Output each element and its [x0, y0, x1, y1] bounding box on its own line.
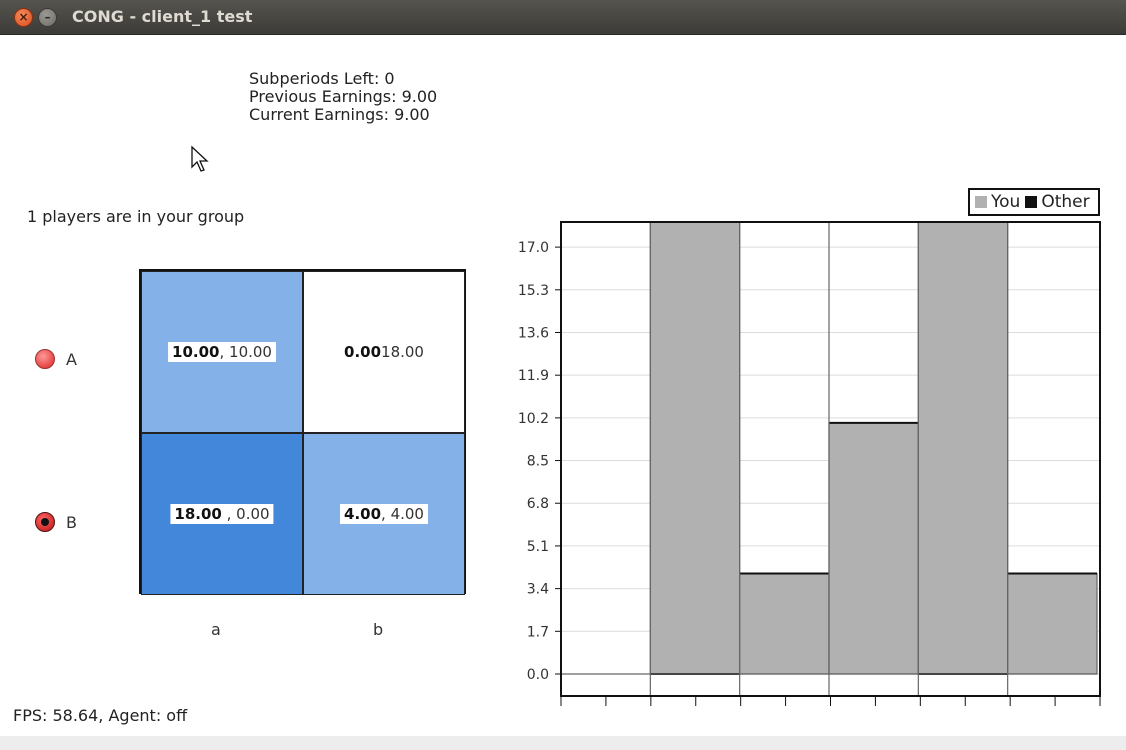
payoff-other-ab: 18.00 [381, 343, 424, 361]
payoff-cell-ab[interactable]: 0.0018.00 [303, 271, 465, 433]
window-title: CONG - client_1 test [72, 7, 253, 26]
subperiods-left-text: Subperiods Left: 0 [249, 69, 395, 88]
payoff-cell-aa[interactable]: 10.00, 10.00 [141, 271, 303, 433]
payoff-other-aa: 10.00 [229, 343, 272, 361]
mouse-pointer-icon [191, 145, 209, 172]
payoff-mine-aa: 10.00 [172, 343, 220, 361]
legend-other-label: Other [1041, 192, 1090, 212]
current-earnings-text: Current Earnings: 9.00 [249, 105, 430, 124]
payoff-text-bb: 4.00, 4.00 [340, 504, 428, 524]
title-bar: × – CONG - client_1 test [0, 0, 1126, 35]
minimize-window-button[interactable]: – [38, 8, 57, 27]
bottom-strip [0, 736, 1126, 750]
group-count-text: 1 players are in your group [27, 207, 245, 226]
row-b-label: B [66, 513, 77, 532]
payoff-cell-ba[interactable]: 18.00 , 0.00 [141, 433, 303, 595]
close-window-button[interactable]: × [14, 8, 33, 27]
fps-status: FPS: 58.64, Agent: off [13, 706, 188, 725]
payoff-other-ba: 0.00 [236, 505, 270, 523]
payoff-text-aa: 10.00, 10.00 [168, 342, 276, 362]
payoff-text-ba: 18.00 , 0.00 [170, 504, 274, 524]
column-b-label: b [373, 620, 384, 639]
payoff-matrix: 10.00, 10.00 0.0018.00 18.00 , 0.00 4.00… [139, 269, 466, 595]
payoff-mine-ab: 0.00 [344, 343, 382, 361]
payoff-other-bb: 4.00 [390, 505, 424, 523]
payoff-mine-ba: 18.00 [174, 505, 222, 523]
other-swatch-icon [1025, 196, 1038, 208]
column-a-label: a [211, 620, 221, 639]
payoff-text-ab: 0.0018.00 [340, 342, 428, 362]
selected-dot-icon [41, 518, 49, 526]
row-a-radio[interactable] [35, 349, 55, 369]
payoff-mine-bb: 4.00 [344, 505, 382, 523]
legend-you-label: You [991, 192, 1021, 212]
row-b-radio[interactable] [35, 512, 55, 532]
row-a-label: A [66, 350, 77, 369]
previous-earnings-text: Previous Earnings: 9.00 [249, 87, 438, 106]
earnings-info: Subperiods Left: 0 Previous Earnings: 9.… [249, 70, 437, 124]
payoff-cell-bb[interactable]: 4.00, 4.00 [303, 433, 465, 595]
chart-legend: You Other [968, 188, 1100, 216]
you-swatch-icon [975, 196, 987, 208]
